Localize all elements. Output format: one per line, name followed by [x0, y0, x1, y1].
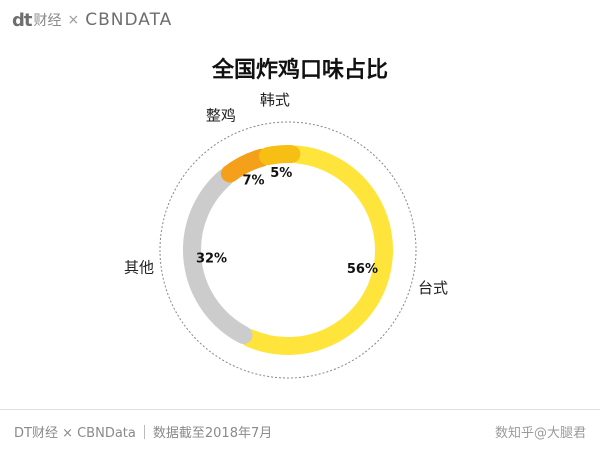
donut-slice-3 — [220, 148, 271, 183]
footer-divider — [0, 409, 600, 410]
slice-category-label-3: 整鸡 — [206, 106, 236, 124]
donut-slice-2 — [183, 168, 253, 345]
footer-date-note: 数据截至2018年7月 — [152, 426, 273, 441]
donut-slice-1 — [240, 145, 393, 355]
footer: DT财经 × CBNData 数据截至2018年7月 — [14, 422, 272, 441]
slice-value-label-2: 32% — [196, 252, 227, 267]
brand-name-en: CBNDATA — [85, 10, 173, 30]
slice-value-label-4: 5% — [270, 166, 292, 181]
chart-title: 全国炸鸡口味占比 — [211, 58, 388, 83]
brand-header: dt 财经 × CBNDATA — [12, 8, 172, 32]
donut-slice-4 — [259, 145, 301, 166]
footer-source: DT财经 × CBNData — [14, 426, 136, 441]
slice-category-label-1: 台式 — [418, 279, 448, 297]
dt-logo: dt — [12, 9, 32, 31]
outer-dashed-ring — [159, 121, 417, 379]
donut-chart: 56% 32% 7% 5% 台式 其他 整鸡 韩式 — [124, 91, 448, 379]
slice-category-label-4: 韩式 — [260, 91, 290, 109]
brand-name-cn: 财经 — [33, 13, 62, 29]
times-symbol: × — [67, 12, 80, 28]
slice-category-label-2: 其他 — [124, 258, 154, 276]
footer-separator — [143, 424, 145, 439]
watermark: 数知乎@大腿君 — [494, 426, 586, 441]
slice-value-label-1: 56% — [347, 262, 378, 277]
slice-value-label-3: 7% — [242, 174, 264, 189]
